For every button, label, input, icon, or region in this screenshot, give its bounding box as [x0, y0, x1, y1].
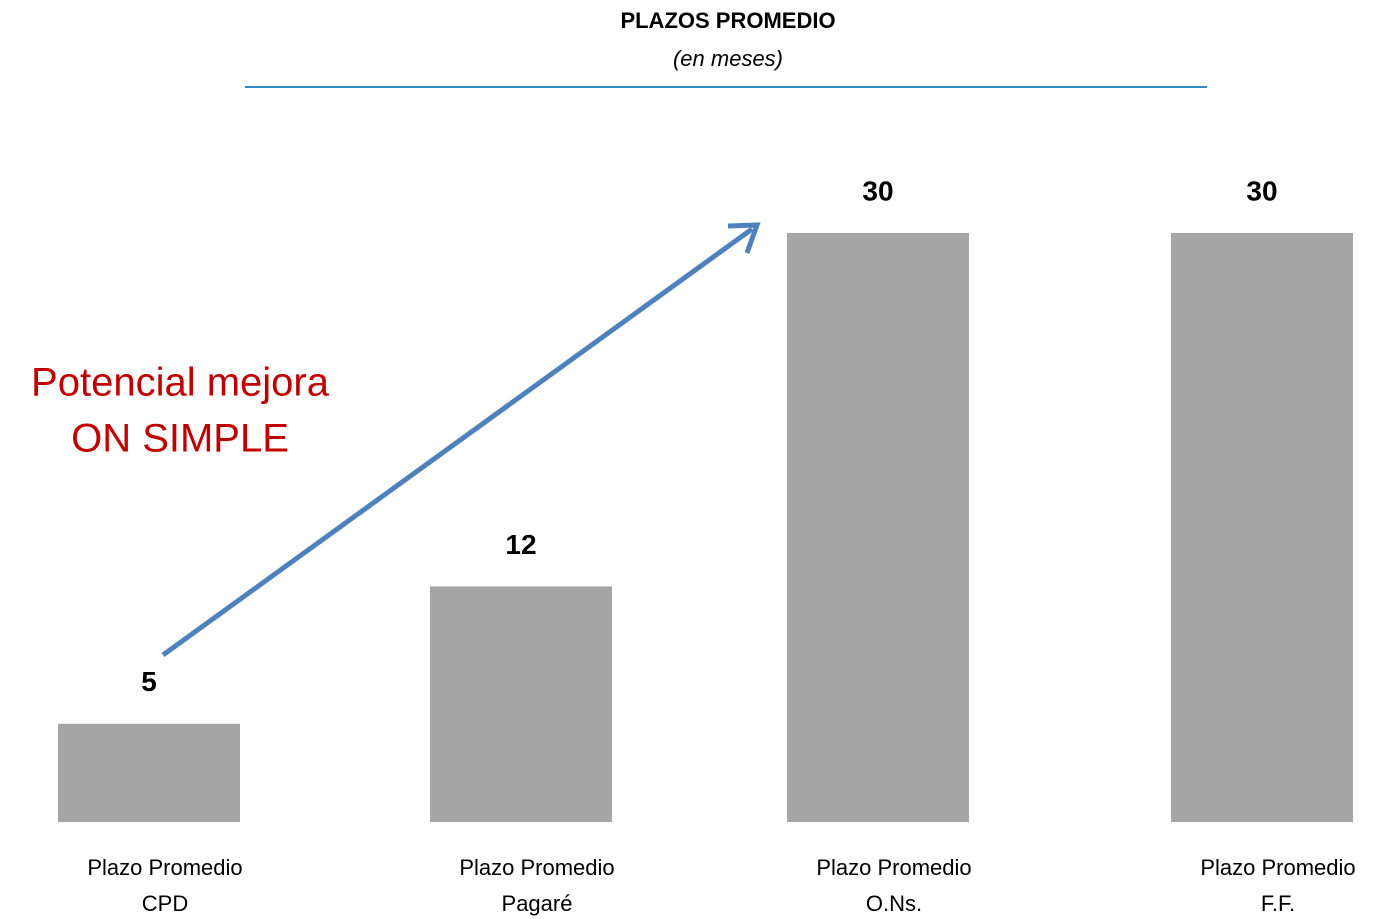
chart-title: PLAZOS PROMEDIO: [620, 8, 835, 33]
bar: [430, 586, 612, 822]
x-tick-label: O.Ns.: [866, 891, 922, 916]
value-label: 30: [1246, 175, 1277, 206]
x-tick-label: CPD: [142, 891, 188, 916]
bar: [787, 233, 969, 822]
x-tick-label: Plazo Promedio: [87, 855, 242, 880]
arrow-head: [727, 222, 761, 254]
arrow-shaft: [161, 226, 754, 658]
bar: [1171, 233, 1353, 822]
x-tick-label: F.F.: [1261, 891, 1295, 916]
x-tick-label: Plazo Promedio: [459, 855, 614, 880]
chart-subtitle: (en meses): [673, 46, 783, 71]
annotation: ON SIMPLE: [71, 417, 289, 461]
x-tick-label: Pagaré: [502, 891, 573, 916]
x-tick-label: Plazo Promedio: [1200, 855, 1355, 880]
value-label: 30: [862, 175, 893, 206]
value-label: 5: [141, 666, 157, 697]
x-tick-label: Plazo Promedio: [816, 855, 971, 880]
bar: [58, 723, 240, 822]
annotation: Potencial mejora: [31, 361, 330, 405]
value-label: 12: [505, 529, 536, 560]
